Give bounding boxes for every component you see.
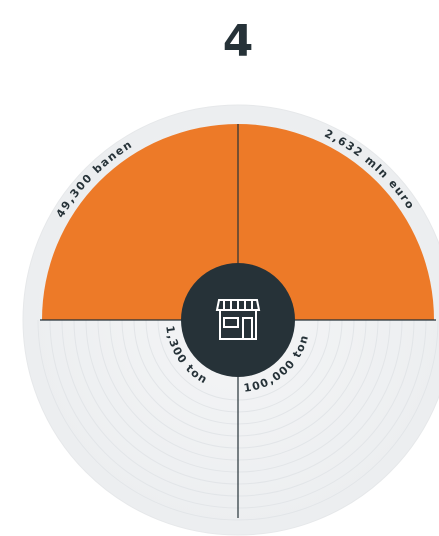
segment-top-left xyxy=(42,124,238,320)
segment-top-right xyxy=(238,124,434,320)
shop-icon xyxy=(215,299,261,340)
title: 4 xyxy=(223,16,254,67)
